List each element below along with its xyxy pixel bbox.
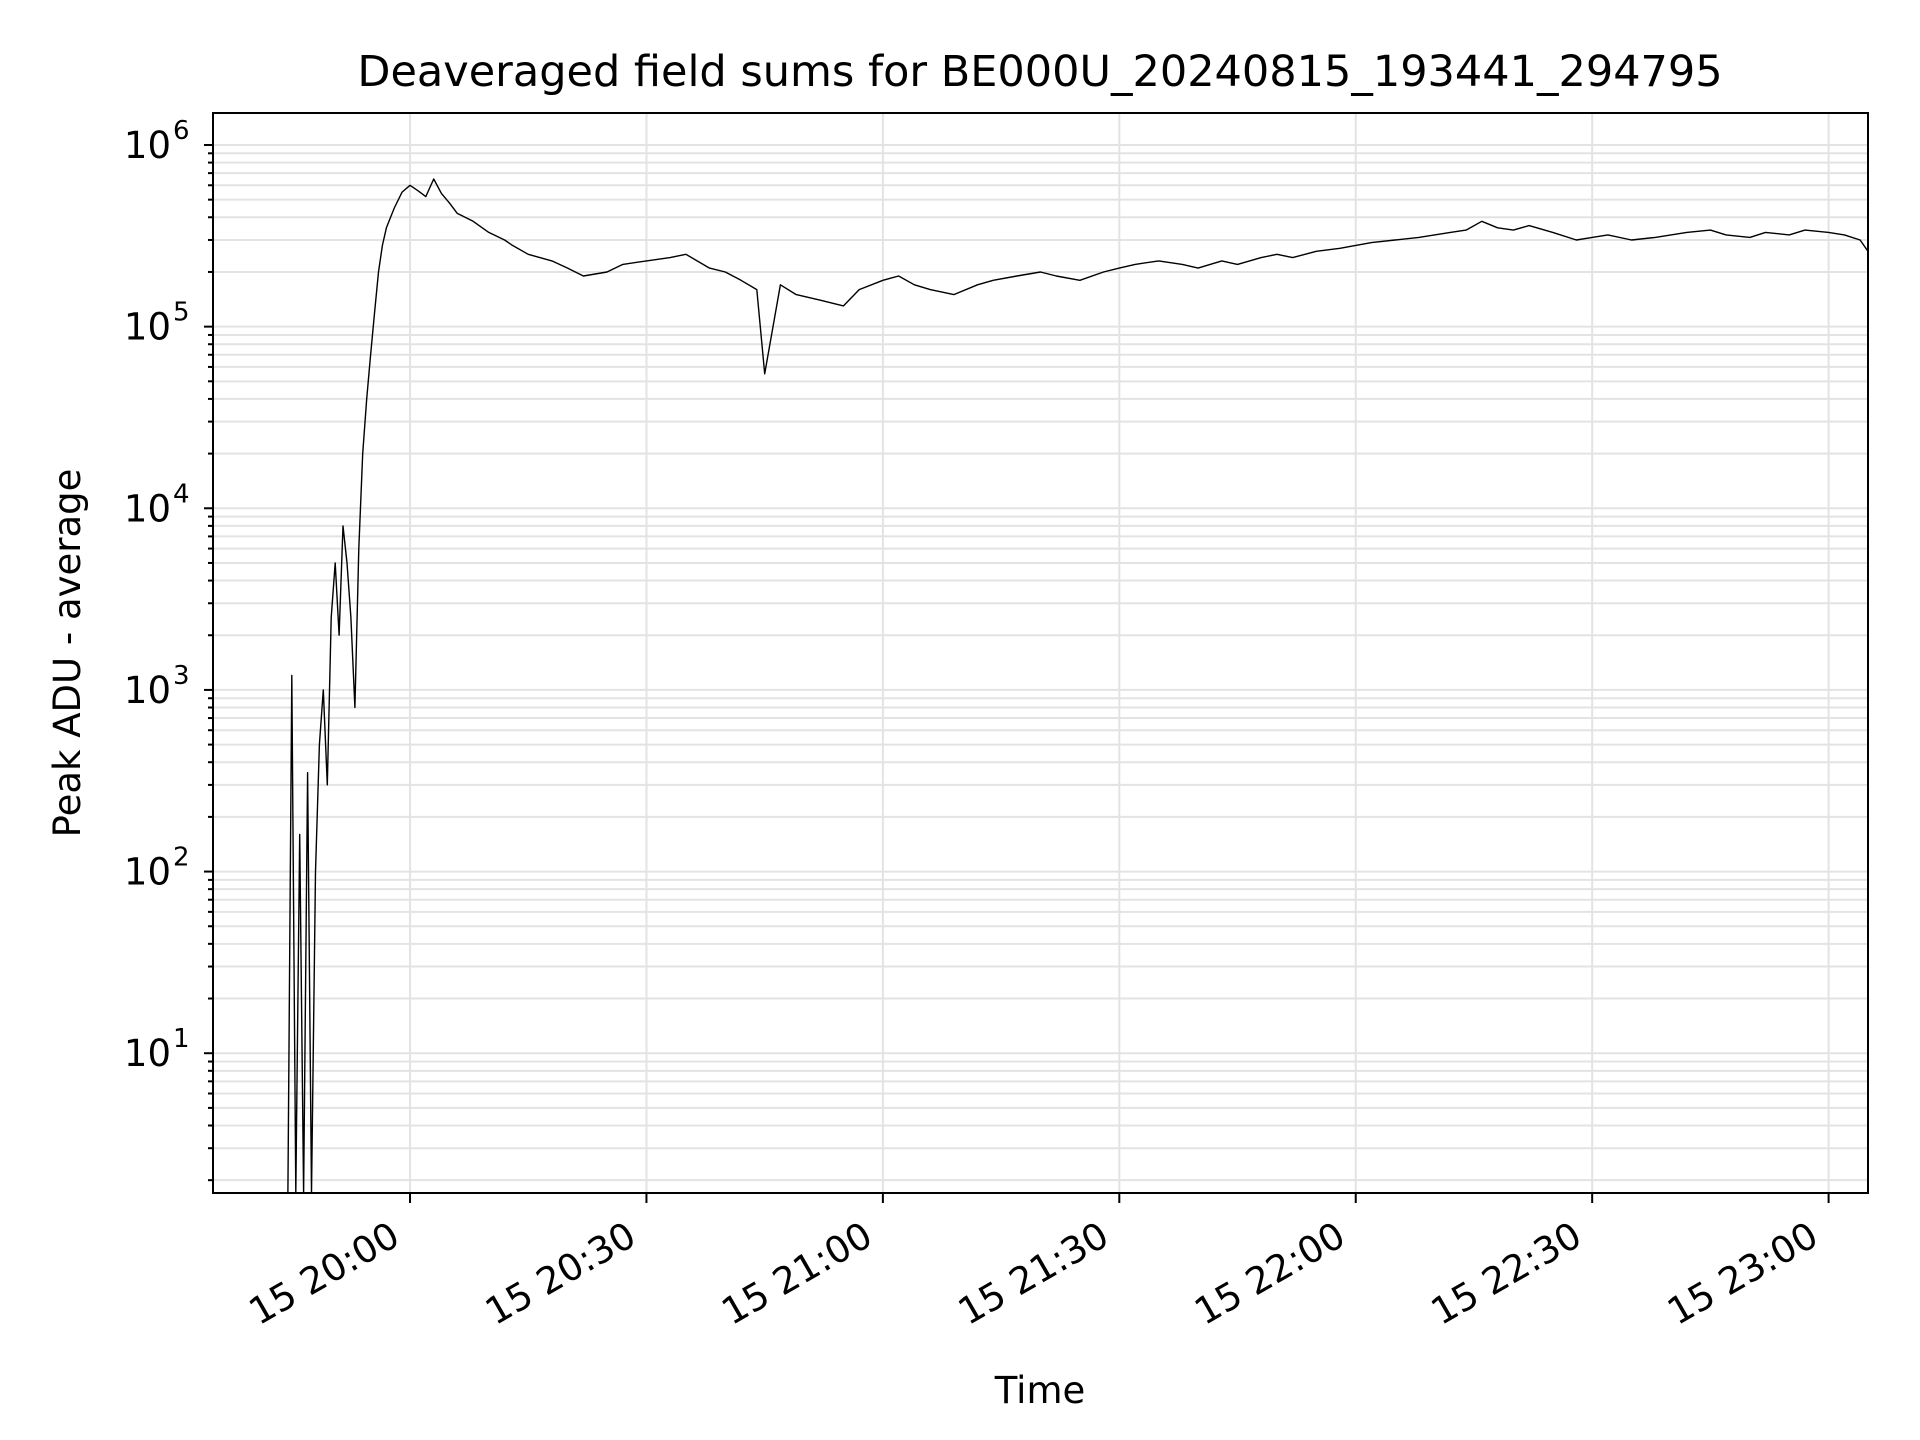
y-tick-exponent: 2 (173, 843, 190, 873)
y-tick-exponent: 1 (173, 1024, 190, 1054)
x-tick-label: 15 21:00 (715, 1214, 880, 1334)
x-tick-label: 15 22:00 (1187, 1214, 1352, 1334)
y-tick-base: 10 (124, 1032, 171, 1075)
y-tick-base: 10 (124, 851, 171, 894)
plot-frame (212, 112, 1869, 1194)
y-tick-base: 10 (124, 487, 171, 530)
x-tick-label: 15 22:30 (1424, 1214, 1589, 1334)
y-axis-label: Peak ADU - average (46, 469, 89, 838)
y-tick-exponent: 6 (173, 116, 190, 146)
y-tick-label: 10 (124, 1032, 171, 1075)
y-tick-label: 10 (124, 487, 171, 530)
grid (213, 113, 1868, 1193)
x-tick-label: 15 20:00 (242, 1214, 407, 1334)
y-tick-base: 10 (124, 306, 171, 349)
y-tick-exponent: 5 (173, 298, 190, 328)
y-tick-base: 10 (124, 669, 171, 712)
x-axis: 15 20:00 15 20:30 15 21:00 15 21:30 15 22:00… (242, 1193, 1830, 1334)
x-tick-label: 15 23:00 (1660, 1214, 1825, 1334)
y-tick-label: 10 (124, 851, 171, 894)
y-tick-label: 10 (124, 124, 171, 167)
y-tick-exponent: 3 (173, 661, 190, 691)
series-line (287, 178, 1869, 1194)
x-tick-label: 15 20:30 (478, 1214, 643, 1334)
y-tick-label: 10 (124, 306, 171, 349)
chart-title: Deaveraged field sums for BE000U_2024081… (357, 47, 1722, 97)
x-axis-label: Time (994, 1369, 1086, 1412)
y-tick-exponent: 4 (173, 479, 190, 509)
y-tick-base: 10 (124, 124, 171, 167)
x-tick-label: 15 21:30 (951, 1214, 1116, 1334)
y-tick-label: 10 (124, 669, 171, 712)
